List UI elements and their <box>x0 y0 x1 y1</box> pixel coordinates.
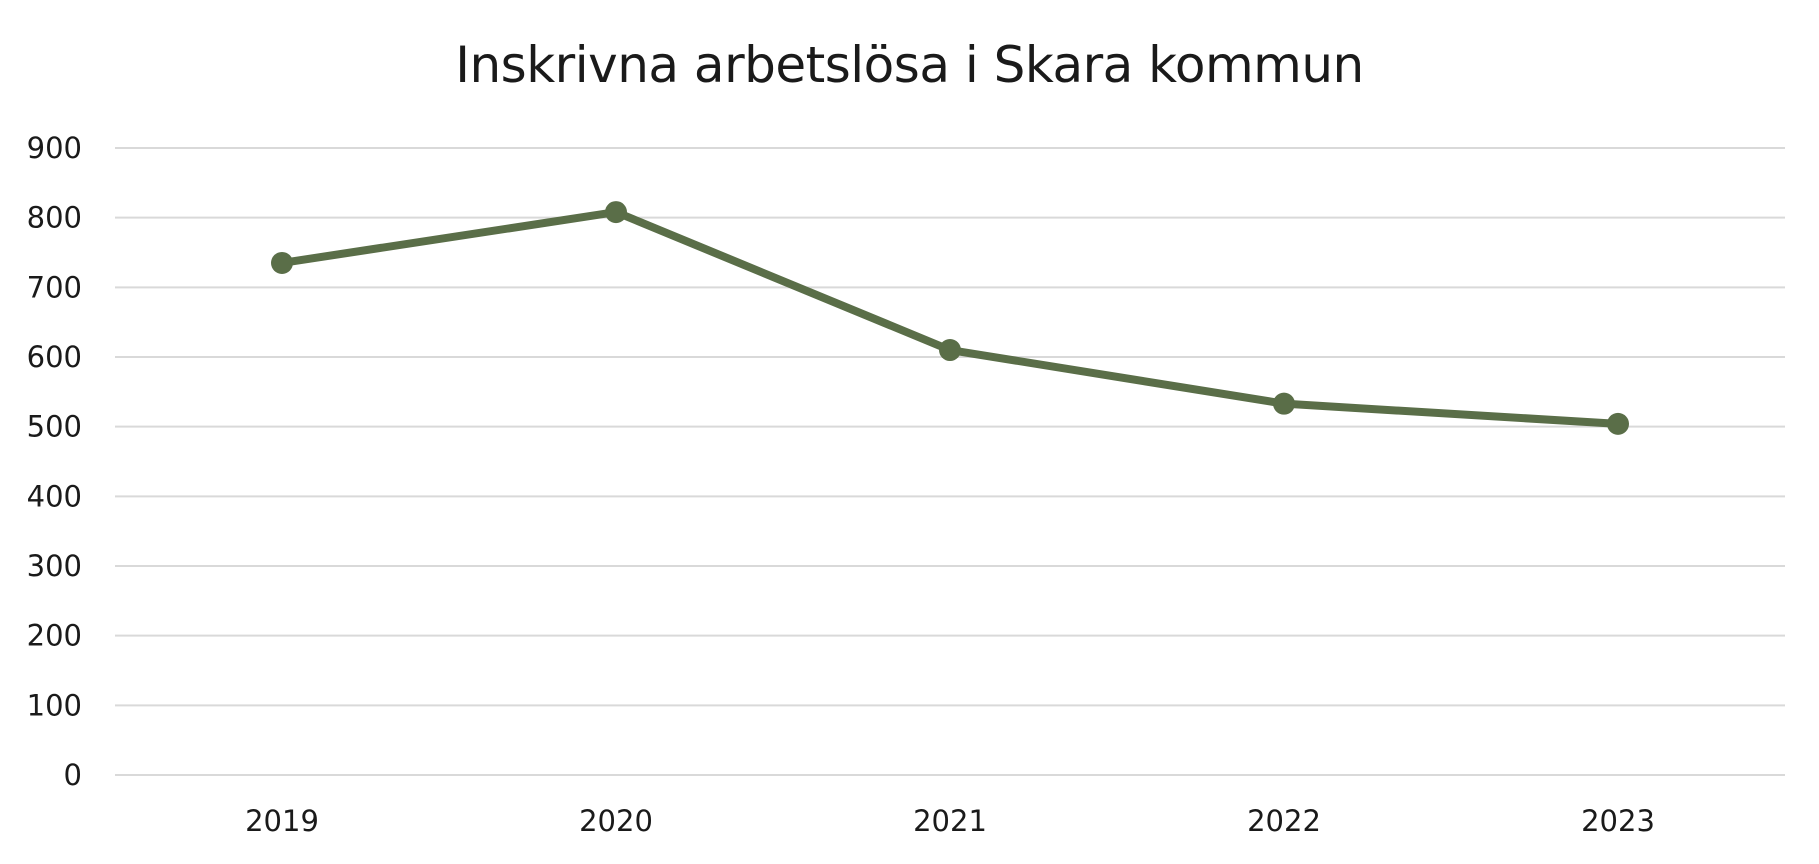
data-point-2023 <box>1607 412 1629 435</box>
x-axis-tick-labels: 2019 2020 2021 2022 2023 <box>245 804 1655 838</box>
x-tick-label: 2021 <box>913 804 987 838</box>
y-tick-label: 400 <box>27 479 82 513</box>
y-tick-label: 900 <box>27 131 82 165</box>
data-point-2020 <box>605 201 627 224</box>
series-line <box>278 208 1622 428</box>
x-tick-label: 2022 <box>1247 804 1321 838</box>
x-tick-label: 2020 <box>579 804 653 838</box>
y-axis-tick-labels: 0 100 200 300 400 500 600 700 800 900 <box>27 131 82 792</box>
x-tick-label: 2023 <box>1581 804 1655 838</box>
data-points <box>271 201 1629 435</box>
y-tick-label: 300 <box>27 549 82 583</box>
y-tick-label: 600 <box>27 340 82 374</box>
x-tick-label: 2019 <box>245 804 319 838</box>
data-point-2022 <box>1273 392 1295 415</box>
y-tick-label: 200 <box>27 619 82 653</box>
chart-title: Inskrivna arbetslösa i Skara kommun <box>455 36 1364 94</box>
gridlines <box>115 147 1785 776</box>
series-line-0 <box>278 208 1622 428</box>
data-point-2021 <box>939 339 961 362</box>
y-tick-label: 100 <box>27 688 82 722</box>
y-tick-label: 0 <box>64 758 82 792</box>
data-point-2019 <box>271 251 293 274</box>
y-tick-label: 700 <box>27 270 82 304</box>
y-tick-label: 500 <box>27 410 82 444</box>
y-tick-label: 800 <box>27 201 82 235</box>
